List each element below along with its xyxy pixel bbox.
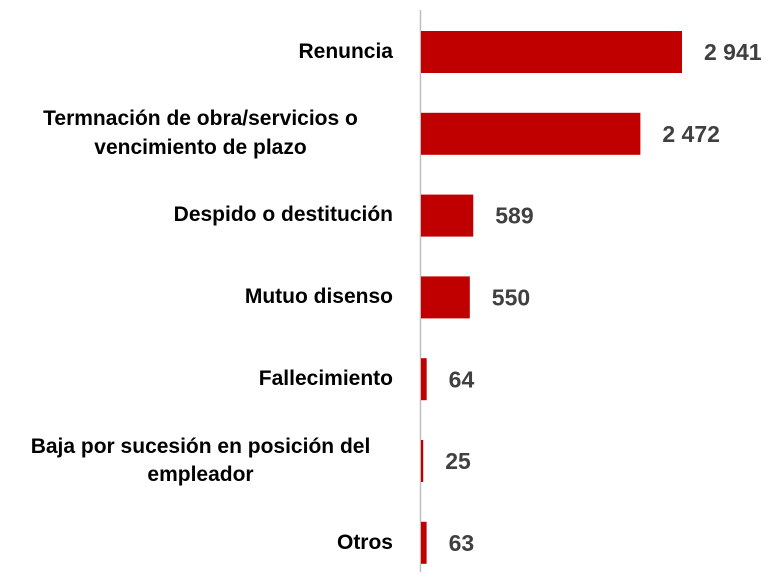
value-label: 2 472 — [662, 121, 720, 147]
category-label: Otros — [0, 503, 393, 583]
bar — [421, 521, 427, 564]
category-text: Mutuo disenso — [244, 285, 393, 309]
category-text: Baja por sucesión en posición del emplea… — [30, 434, 371, 486]
category-label: Despido o destitución — [0, 176, 393, 256]
bar — [421, 276, 470, 319]
value-label: 63 — [449, 530, 475, 556]
bar — [421, 358, 427, 401]
value-label: 64 — [449, 366, 475, 392]
bar — [421, 194, 474, 237]
bar — [421, 440, 424, 482]
category-label: Renuncia — [0, 12, 393, 92]
bar — [421, 31, 682, 73]
category-text: Renuncia — [298, 39, 393, 63]
value-label: 2 941 — [704, 39, 762, 65]
category-label: Baja por sucesión en posición del emplea… — [0, 421, 393, 501]
category-text: Otros — [336, 530, 393, 554]
category-label: Fallecimiento — [0, 339, 393, 419]
bar — [421, 112, 641, 155]
value-label: 550 — [492, 284, 530, 310]
value-label: 25 — [445, 448, 471, 474]
value-label: 589 — [495, 203, 533, 229]
category-label: Termnación de obra/servicios o vencimien… — [0, 94, 393, 174]
category-label: Mutuo disenso — [0, 257, 393, 337]
category-text: Fallecimiento — [258, 367, 393, 391]
category-text: Despido o destitución — [173, 203, 393, 227]
category-text: Termnación de obra/servicios o vencimien… — [43, 107, 358, 159]
